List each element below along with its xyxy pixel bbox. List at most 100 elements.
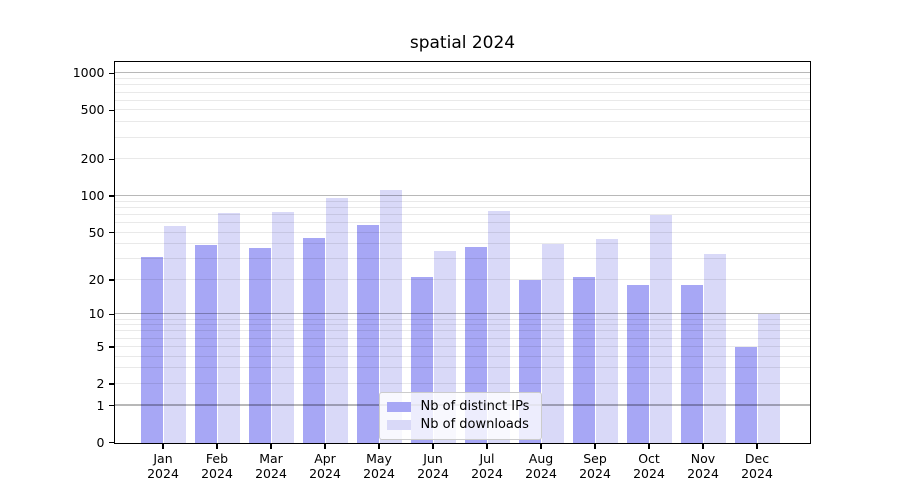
x-tick-mark xyxy=(594,442,596,449)
legend-label-downloads: Nb of downloads xyxy=(420,417,529,432)
y-tick-label: 100 xyxy=(80,188,105,203)
bar-mar-downloads xyxy=(271,211,294,443)
bar-sep-distinct-ips xyxy=(572,277,595,443)
legend: Nb of distinct IPs Nb of downloads xyxy=(378,391,542,440)
x-tick-label-jul: Jul 2024 xyxy=(459,451,515,482)
bar-apr-distinct-ips xyxy=(302,238,325,443)
minor-gridline xyxy=(114,84,810,86)
x-label-month: Mar xyxy=(259,450,283,466)
minor-gridline xyxy=(114,355,810,357)
x-label-month: Sep xyxy=(583,450,607,466)
bar-may-distinct-ips xyxy=(356,224,379,443)
bar-oct-downloads xyxy=(649,214,672,443)
x-tick-mark xyxy=(432,442,434,449)
legend-label-distinct-ips: Nb of distinct IPs xyxy=(420,399,530,414)
legend-row: Nb of distinct IPs xyxy=(386,398,534,416)
x-label-year: 2024 xyxy=(201,466,233,481)
y-tick-label: 1 xyxy=(96,397,105,413)
bar-dec-downloads xyxy=(757,314,780,443)
x-label-year: 2024 xyxy=(687,466,719,481)
minor-gridline xyxy=(114,109,810,111)
x-tick-mark xyxy=(378,442,380,449)
bar-sep-downloads xyxy=(595,239,618,443)
x-label-month: May xyxy=(366,450,392,466)
x-label-month: Apr xyxy=(314,450,336,466)
minor-gridline xyxy=(114,367,810,369)
legend-row: Nb of downloads xyxy=(386,416,534,434)
major-gridline xyxy=(114,194,810,196)
x-label-year: 2024 xyxy=(255,466,287,481)
bar-nov-downloads xyxy=(703,254,726,443)
y-tick-mark xyxy=(108,158,115,160)
plot-area: 1000 500 200 100 50 20 10 5 2 1 0 Jan 2024 Feb 2024 Mar… xyxy=(73,60,811,481)
minor-gridline xyxy=(114,91,810,93)
major-gridline xyxy=(114,72,810,74)
x-label-year: 2024 xyxy=(417,466,449,481)
y-tick-label: 1000 xyxy=(72,65,105,81)
major-gridline xyxy=(114,313,810,315)
x-tick-mark xyxy=(540,442,542,449)
y-tick-label: 0 xyxy=(96,434,105,450)
y-tick-mark xyxy=(108,279,115,281)
x-tick-label-may: May 2024 xyxy=(351,451,407,482)
minor-gridline xyxy=(114,200,810,202)
x-tick-label-jun: Jun 2024 xyxy=(405,451,461,482)
minor-gridline xyxy=(114,99,810,101)
y-tick-label: 2 xyxy=(96,375,105,391)
grid-layer xyxy=(114,62,810,443)
x-label-month: Feb xyxy=(205,450,229,466)
x-label-month: Jun xyxy=(423,450,443,466)
minor-gridline xyxy=(114,206,810,208)
y-tick-label: 50 xyxy=(88,224,105,240)
x-label-year: 2024 xyxy=(471,466,503,481)
minor-gridline xyxy=(114,121,810,123)
x-label-year: 2024 xyxy=(633,466,665,481)
minor-gridline xyxy=(114,136,810,138)
minor-gridline xyxy=(114,337,810,339)
bar-mar-distinct-ips xyxy=(248,248,271,443)
x-tick-mark xyxy=(702,442,704,449)
minor-gridline xyxy=(114,231,810,233)
minor-gridline xyxy=(114,258,810,260)
x-tick-mark xyxy=(486,442,488,449)
x-tick-mark xyxy=(270,442,272,449)
bar-feb-distinct-ips xyxy=(194,245,217,443)
x-tick-mark xyxy=(162,442,164,449)
x-tick-label-feb: Feb 2024 xyxy=(189,451,245,482)
legend-swatch-distinct-ips xyxy=(386,401,411,412)
y-tick-label: 20 xyxy=(88,271,105,287)
x-label-year: 2024 xyxy=(741,466,773,481)
minor-gridline xyxy=(114,213,810,215)
x-tick-label-aug: Aug 2024 xyxy=(513,451,569,482)
axis-layer: 1000 500 200 100 50 20 10 5 2 1 0 Jan 2024 Feb 2024 Mar… xyxy=(73,62,810,481)
minor-gridline xyxy=(114,330,810,332)
x-label-year: 2024 xyxy=(363,466,395,481)
minor-gridline xyxy=(114,158,810,160)
y-tick-label: 10 xyxy=(88,306,105,322)
y-tick-label: 200 xyxy=(80,151,105,167)
bar-jul-downloads xyxy=(487,211,510,443)
x-label-month: Jan xyxy=(153,450,173,466)
minor-gridline xyxy=(114,382,810,384)
x-label-year: 2024 xyxy=(147,466,179,481)
x-tick-mark xyxy=(324,442,326,449)
bar-jan-downloads xyxy=(163,225,186,443)
x-label-month: Nov xyxy=(690,450,716,466)
y-tick-label: 500 xyxy=(80,102,105,118)
minor-gridline xyxy=(114,278,810,280)
minor-gridline xyxy=(114,324,810,326)
minor-gridline xyxy=(114,345,810,347)
minor-gridline xyxy=(114,243,810,245)
bar-may-downloads xyxy=(379,190,402,443)
bar-dec-distinct-ips xyxy=(734,346,757,443)
bar-feb-downloads xyxy=(217,212,240,443)
y-tick-mark xyxy=(108,383,115,385)
x-tick-mark xyxy=(216,442,218,449)
x-tick-label-oct: Oct 2024 xyxy=(621,451,677,482)
minor-gridline xyxy=(114,221,810,223)
x-tick-label-dec: Dec 2024 xyxy=(729,451,785,482)
x-label-month: Oct xyxy=(638,450,660,466)
y-tick-mark xyxy=(108,109,115,112)
y-tick-mark xyxy=(108,195,115,197)
x-label-year: 2024 xyxy=(309,466,341,481)
